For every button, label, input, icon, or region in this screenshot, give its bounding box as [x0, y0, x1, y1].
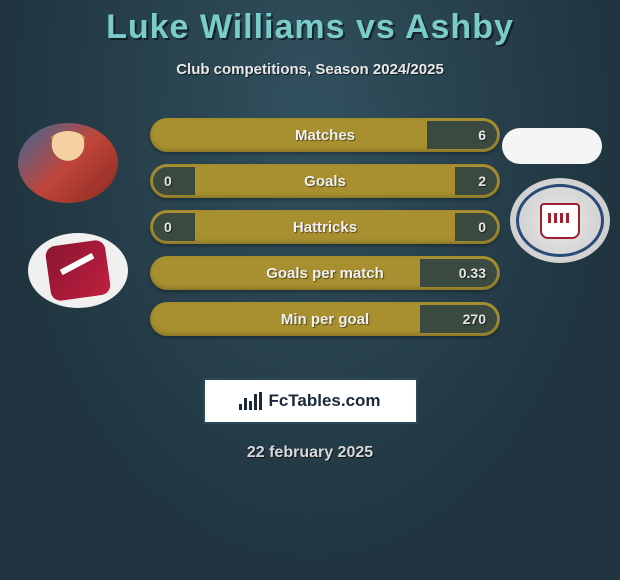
main-content: Luke Williams vs Ashby Club competitions… — [0, 0, 620, 462]
date-line: 22 february 2025 — [0, 444, 620, 462]
player1-avatar — [18, 123, 118, 203]
stat-row: Min per goal 270 — [150, 302, 500, 336]
stat-fill-right — [455, 167, 497, 195]
stat-row: Matches 6 — [150, 118, 500, 152]
stat-label: Min per goal — [281, 311, 369, 328]
stat-right-value: 0 — [478, 219, 486, 235]
stat-row: 0 Goals 2 — [150, 164, 500, 198]
stat-label: Goals — [304, 173, 346, 190]
stat-right-value: 6 — [478, 127, 486, 143]
oxford-badge-shield-icon — [540, 203, 580, 239]
stat-label: Matches — [295, 127, 355, 144]
player1-club-logo — [28, 233, 128, 308]
stat-right-value: 0.33 — [459, 265, 486, 281]
stat-fill-left — [153, 213, 195, 241]
scunthorpe-badge-icon — [44, 239, 111, 302]
stats-area: Matches 6 0 Goals 2 0 Hattricks 0 Goals per matc… — [10, 118, 610, 358]
stat-fill-right — [427, 121, 497, 149]
chart-bars-icon — [239, 392, 262, 410]
logo-text: FcTables.com — [268, 391, 380, 411]
stat-right-value: 270 — [463, 311, 486, 327]
stat-label: Goals per match — [266, 265, 384, 282]
fctables-logo: FcTables.com — [203, 378, 418, 424]
stat-right-value: 2 — [478, 173, 486, 189]
stat-row: 0 Hattricks 0 — [150, 210, 500, 244]
stat-label: Hattricks — [293, 219, 357, 236]
stat-fill-left — [153, 167, 195, 195]
page-title: Luke Williams vs Ashby — [0, 8, 620, 47]
player2-avatar — [502, 128, 602, 164]
page-subtitle: Club competitions, Season 2024/2025 — [0, 61, 620, 78]
stat-rows-container: Matches 6 0 Goals 2 0 Hattricks 0 Goals per matc… — [150, 118, 500, 348]
player2-club-logo — [510, 178, 610, 263]
stat-fill-right — [455, 213, 497, 241]
stat-row: Goals per match 0.33 — [150, 256, 500, 290]
stat-left-value: 0 — [164, 173, 172, 189]
stat-left-value: 0 — [164, 219, 172, 235]
